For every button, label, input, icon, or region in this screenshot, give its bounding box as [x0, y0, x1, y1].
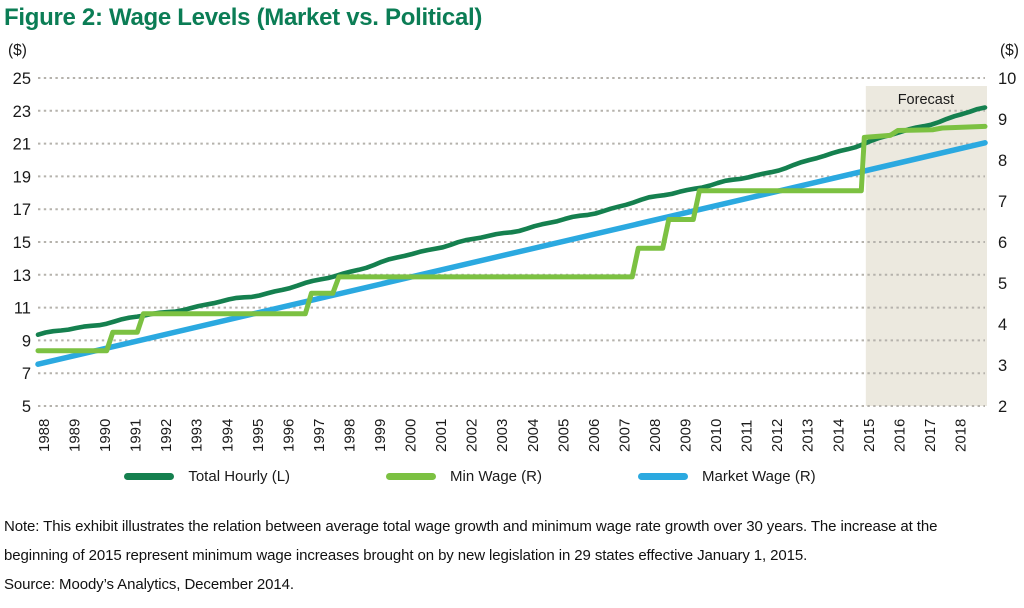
year-label: 1994 [219, 419, 236, 452]
legend-label-total-hourly: Total Hourly (L) [188, 468, 291, 485]
right-axis-tick-label: 2 [998, 398, 1007, 416]
right-axis-tick-label: 8 [998, 152, 1007, 170]
year-label: 1988 [36, 419, 53, 452]
year-label: 2007 [616, 419, 633, 452]
right-axis-tick-label: 7 [998, 193, 1007, 211]
left-axis-tick-label: 5 [22, 398, 31, 416]
year-label: 1996 [280, 419, 297, 452]
forecast-band [865, 86, 987, 406]
year-label: 2017 [922, 419, 939, 452]
year-label: 2006 [586, 419, 603, 452]
year-label: 1995 [250, 419, 267, 452]
left-axis-tick-label: 9 [22, 332, 31, 350]
note-block: Note: This exhibit illustrates the relat… [4, 512, 1018, 599]
year-label: 2011 [739, 420, 756, 452]
legend-item-market-wage: Market Wage (R) [638, 468, 816, 485]
left-axis-tick-label: 25 [13, 70, 31, 88]
year-label: 2012 [769, 419, 786, 452]
year-label: 2000 [403, 419, 420, 452]
legend-label-market-wage: Market Wage (R) [702, 468, 816, 485]
year-label: 2013 [800, 419, 817, 452]
figure-title: Figure 2: Wage Levels (Market vs. Politi… [4, 4, 483, 31]
year-label: 2018 [952, 419, 969, 452]
note-line-2: beginning of 2015 represent minimum wage… [4, 547, 808, 564]
year-label: 2016 [891, 419, 908, 452]
year-label: 2003 [494, 419, 511, 452]
year-label: 1989 [67, 419, 84, 452]
legend-item-min-wage: Min Wage (R) [386, 468, 542, 485]
year-label: 1998 [341, 419, 358, 452]
year-label: 1997 [311, 419, 328, 452]
total-hourly-line [35, 105, 988, 338]
year-label: 2014 [830, 419, 847, 452]
year-label: 2015 [861, 419, 878, 452]
right-axis-tick-label: 3 [998, 357, 1007, 375]
right-axis-tick-label: 9 [998, 111, 1007, 129]
market-wage-swatch [638, 473, 689, 480]
wage-levels-chart: Forecast 25 23 21 19 17 15 13 11 9 7 5 10 9 8 7 6 5 4 3 2 198… [13, 70, 1017, 452]
right-axis-tick-label: 10 [998, 70, 1016, 88]
right-axis-unit-label: ($) [1000, 42, 1019, 59]
year-label: 1990 [97, 419, 114, 452]
year-label: 2009 [678, 419, 695, 452]
left-axis-tick-label: 11 [14, 300, 31, 318]
left-axis-tick-label: 21 [13, 136, 31, 154]
left-axis-tick-label: 23 [13, 103, 31, 121]
source-line: Source: Moody’s Analytics, December 2014… [4, 576, 294, 593]
right-axis-tick-label: 5 [998, 275, 1007, 293]
right-axis-tick-label: 6 [998, 234, 1007, 252]
year-label: 1992 [158, 419, 175, 452]
left-axis-tick-label: 17 [13, 201, 31, 219]
legend-item-total-hourly: Total Hourly (L) [124, 468, 290, 485]
left-axis-tick-label: 13 [13, 267, 31, 285]
min-wage-swatch [386, 473, 437, 480]
year-label: 2004 [525, 419, 542, 452]
right-axis-tick-label: 4 [998, 316, 1007, 334]
forecast-label: Forecast [898, 92, 954, 108]
legend-label-min-wage: Min Wage (R) [450, 468, 543, 485]
year-label: 1999 [372, 419, 389, 452]
left-axis-tick-label: 7 [22, 365, 31, 383]
year-label: 1991 [128, 419, 145, 452]
year-label: 2005 [555, 419, 572, 452]
left-axis-tick-label: 19 [13, 168, 31, 186]
chart-legend: Total Hourly (L) Min Wage (R) Market Wag… [0, 468, 940, 485]
note-line-1: Note: This exhibit illustrates the relat… [4, 518, 938, 535]
year-label: 2001 [433, 419, 450, 452]
total-hourly-swatch [124, 473, 175, 480]
left-axis-tick-label: 15 [13, 234, 31, 252]
year-label: 2008 [647, 419, 664, 452]
market-wage-line [35, 140, 988, 367]
year-label: 2010 [708, 419, 725, 452]
year-label: 1993 [189, 419, 206, 452]
left-axis-unit-label: ($) [8, 42, 27, 59]
min-wage-line [35, 123, 988, 354]
year-label: 2002 [464, 419, 481, 452]
